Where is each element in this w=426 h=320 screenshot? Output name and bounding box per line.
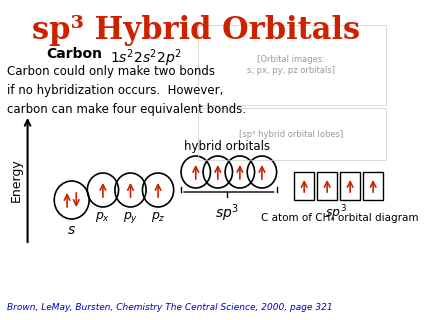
Text: C atom of CH₄ orbital diagram: C atom of CH₄ orbital diagram [261, 213, 418, 223]
Text: $1s^22s^22p^2$: $1s^22s^22p^2$ [110, 47, 182, 68]
Bar [317, 172, 337, 200]
Bar [197, 108, 385, 160]
Text: sp³ Hybrid Orbitals: sp³ Hybrid Orbitals [32, 15, 359, 46]
Text: $sp^3$: $sp^3$ [325, 203, 346, 223]
Text: $sp^3$: $sp^3$ [214, 202, 239, 224]
Bar [362, 172, 383, 200]
Text: Brown, LeMay, Bursten, Chemistry The Central Science, 2000, page 321: Brown, LeMay, Bursten, Chemistry The Cen… [7, 303, 332, 312]
Bar [294, 172, 314, 200]
Text: [Orbital images:
s, px, py, pz orbitals]: [Orbital images: s, px, py, pz orbitals] [247, 55, 334, 75]
Text: Carbon: Carbon [46, 47, 102, 61]
Text: s: s [68, 223, 75, 237]
Text: $p_z$: $p_z$ [150, 210, 165, 224]
Text: Carbon could only make two bonds
if no hybridization occurs.  However,
carbon ca: Carbon could only make two bonds if no h… [7, 65, 246, 116]
Text: $p_x$: $p_x$ [95, 210, 110, 224]
Text: $p_y$: $p_y$ [123, 210, 138, 225]
Bar [197, 25, 385, 105]
Bar [339, 172, 360, 200]
Text: [sp³ hybrid orbital lobes]: [sp³ hybrid orbital lobes] [239, 130, 343, 139]
Text: hybrid orbitals: hybrid orbitals [184, 140, 269, 153]
Text: Energy: Energy [10, 158, 23, 202]
